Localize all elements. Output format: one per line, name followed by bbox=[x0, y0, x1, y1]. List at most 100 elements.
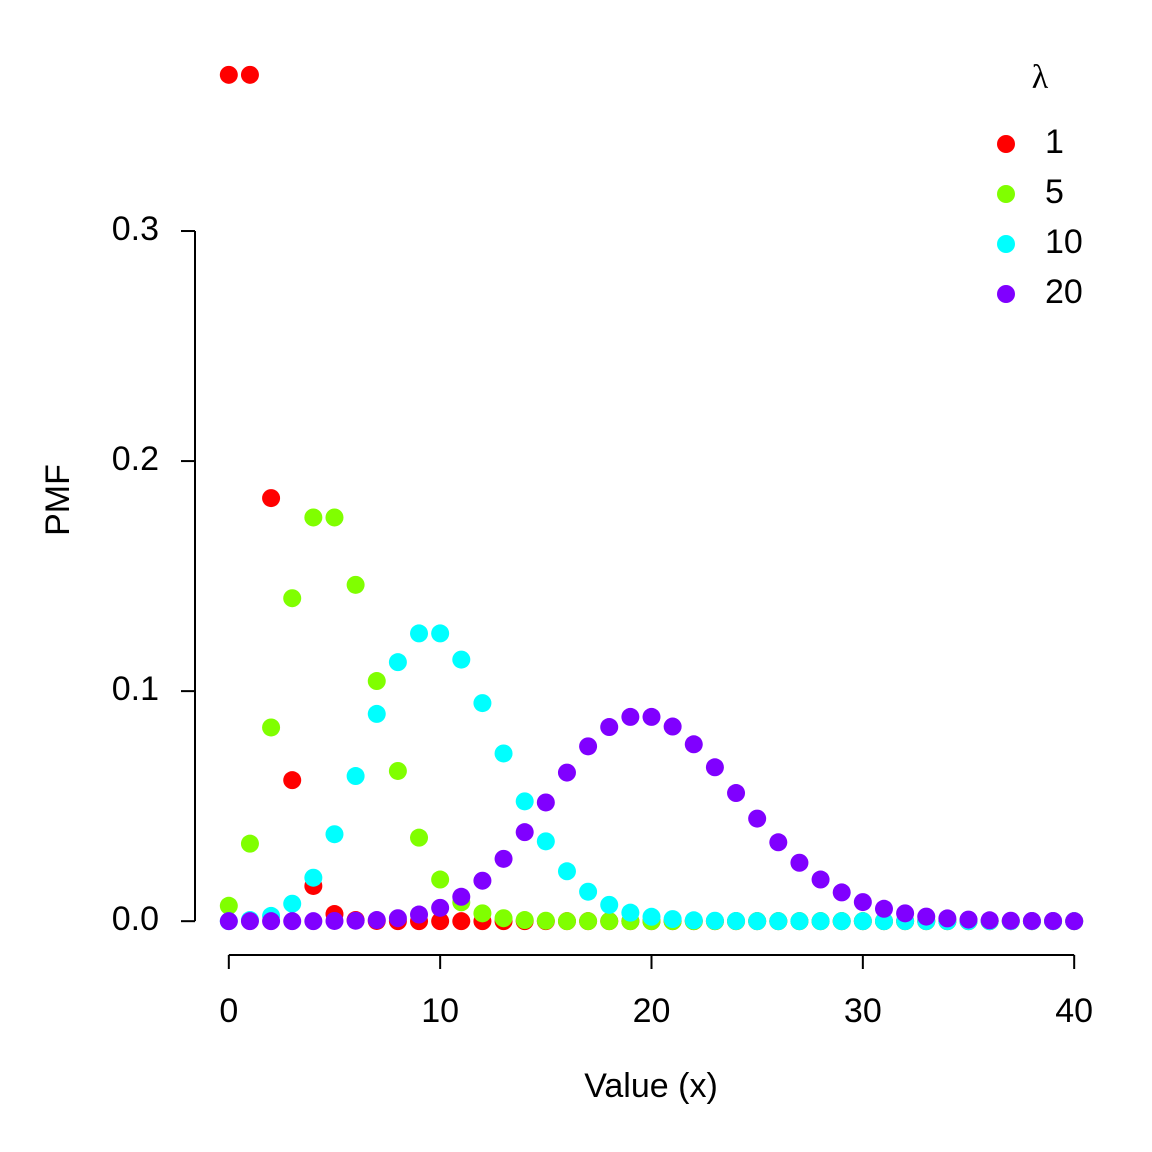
point bbox=[557, 912, 576, 931]
point bbox=[727, 784, 746, 803]
point bbox=[219, 896, 238, 915]
point bbox=[346, 911, 365, 930]
point bbox=[431, 912, 450, 931]
point bbox=[557, 862, 576, 881]
point bbox=[346, 575, 365, 594]
point bbox=[811, 870, 830, 889]
point bbox=[388, 909, 407, 928]
point bbox=[642, 907, 661, 926]
point bbox=[853, 893, 872, 912]
point bbox=[452, 912, 471, 931]
point bbox=[684, 911, 703, 930]
point bbox=[452, 650, 471, 669]
point bbox=[600, 718, 619, 737]
point bbox=[388, 761, 407, 780]
point bbox=[283, 912, 302, 931]
point bbox=[1065, 912, 1084, 931]
point bbox=[410, 905, 429, 924]
point bbox=[790, 912, 809, 931]
point bbox=[621, 903, 640, 922]
point bbox=[769, 912, 788, 931]
point bbox=[1001, 911, 1020, 930]
point bbox=[219, 65, 238, 84]
point bbox=[515, 911, 534, 930]
point bbox=[494, 849, 513, 868]
point bbox=[325, 508, 344, 527]
point bbox=[959, 910, 978, 929]
point bbox=[262, 912, 281, 931]
point bbox=[790, 853, 809, 872]
point bbox=[473, 871, 492, 890]
legend-marker bbox=[997, 185, 1015, 203]
point bbox=[705, 911, 724, 930]
point bbox=[515, 823, 534, 842]
point bbox=[811, 912, 830, 931]
point bbox=[917, 907, 936, 926]
point bbox=[748, 809, 767, 828]
point bbox=[536, 911, 555, 930]
x-tick-label: 40 bbox=[1055, 992, 1093, 1030]
point bbox=[431, 898, 450, 917]
legend-marker bbox=[997, 235, 1015, 253]
point bbox=[600, 912, 619, 931]
legend-label: 1 bbox=[1045, 123, 1064, 161]
point bbox=[325, 825, 344, 844]
point bbox=[980, 911, 999, 930]
point bbox=[240, 912, 259, 931]
point bbox=[304, 508, 323, 527]
point bbox=[346, 767, 365, 786]
point bbox=[579, 912, 598, 931]
point bbox=[621, 707, 640, 726]
point bbox=[240, 834, 259, 853]
point bbox=[727, 911, 746, 930]
legend-label: 10 bbox=[1045, 223, 1083, 261]
point bbox=[219, 912, 238, 931]
point bbox=[663, 910, 682, 929]
legend-marker bbox=[997, 135, 1015, 153]
point bbox=[262, 718, 281, 737]
point bbox=[896, 904, 915, 923]
point bbox=[600, 895, 619, 914]
x-tick-label: 0 bbox=[219, 992, 238, 1030]
y-tick-label: 0.3 bbox=[112, 210, 159, 248]
point bbox=[536, 793, 555, 812]
point bbox=[874, 899, 893, 918]
point bbox=[1044, 911, 1063, 930]
point bbox=[431, 624, 450, 643]
point bbox=[832, 883, 851, 902]
point bbox=[304, 912, 323, 931]
point bbox=[325, 911, 344, 930]
point bbox=[494, 909, 513, 928]
point bbox=[579, 882, 598, 901]
point bbox=[705, 758, 724, 777]
y-tick-label: 0.1 bbox=[112, 670, 159, 708]
x-tick-label: 20 bbox=[633, 992, 671, 1030]
point bbox=[240, 65, 259, 84]
point bbox=[473, 904, 492, 923]
point bbox=[874, 912, 893, 931]
point bbox=[283, 771, 302, 790]
point bbox=[832, 912, 851, 931]
point bbox=[367, 672, 386, 691]
point bbox=[1022, 911, 1041, 930]
point bbox=[304, 868, 323, 887]
point bbox=[663, 717, 682, 736]
point bbox=[853, 912, 872, 931]
point bbox=[452, 887, 471, 906]
point bbox=[410, 624, 429, 643]
point bbox=[388, 653, 407, 672]
y-tick-label: 0.2 bbox=[112, 440, 159, 478]
point bbox=[748, 912, 767, 931]
point bbox=[473, 694, 492, 713]
point bbox=[684, 735, 703, 754]
x-tick-label: 30 bbox=[844, 992, 882, 1030]
legend-marker bbox=[997, 285, 1015, 303]
point bbox=[769, 833, 788, 852]
point bbox=[515, 792, 534, 811]
point bbox=[579, 737, 598, 756]
point bbox=[283, 894, 302, 913]
point bbox=[494, 744, 513, 763]
point bbox=[367, 911, 386, 930]
x-axis-label: Value (x) bbox=[584, 1067, 718, 1105]
point bbox=[938, 909, 957, 928]
